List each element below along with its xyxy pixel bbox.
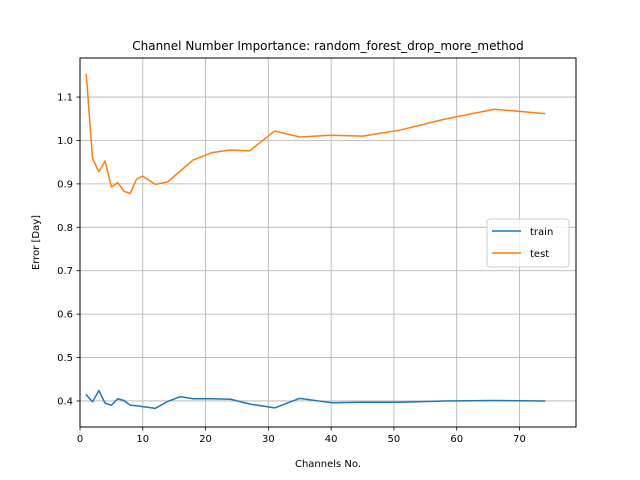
x-tick-label: 10 (136, 434, 149, 445)
legend-box (486, 218, 570, 268)
series-line-test (85, 73, 546, 195)
y-tick-label: 0.7 (57, 266, 73, 277)
series-line-train (85, 389, 546, 410)
x-tick-label: 30 (262, 434, 275, 445)
plot-frame (79, 57, 577, 428)
y-tick-label: 0.9 (57, 179, 73, 190)
y-tick-label: 1.1 (57, 93, 73, 104)
x-tick-label: 40 (325, 434, 338, 445)
x-tick-label: 20 (199, 434, 212, 445)
x-tick-label: 60 (450, 434, 463, 445)
y-tick-label: 0.6 (57, 310, 73, 321)
axis-ticks: 0 10 20 30 40 50 60 70 0.4 0.5 0.6 0.7 0.8 0.9 1.0 1.1 (57, 93, 526, 445)
series-lines (85, 73, 546, 410)
y-tick-label: 0.8 (57, 223, 73, 234)
grid (79, 58, 576, 427)
x-axis-label: Channels No. (295, 459, 361, 470)
legend: train test (486, 218, 570, 268)
y-tick-label: 0.4 (57, 396, 73, 407)
legend-label-test: test (530, 249, 549, 260)
y-tick-label: 1.0 (57, 136, 73, 147)
x-tick-label: 0 (77, 434, 83, 445)
legend-label-train: train (530, 227, 553, 238)
x-tick-label: 70 (513, 434, 526, 445)
y-tick-label: 0.5 (57, 353, 73, 364)
y-axis-label: Error [Day] (31, 215, 42, 270)
chart-title: Channel Number Importance: random_forest… (132, 39, 524, 53)
x-tick-label: 50 (388, 434, 401, 445)
